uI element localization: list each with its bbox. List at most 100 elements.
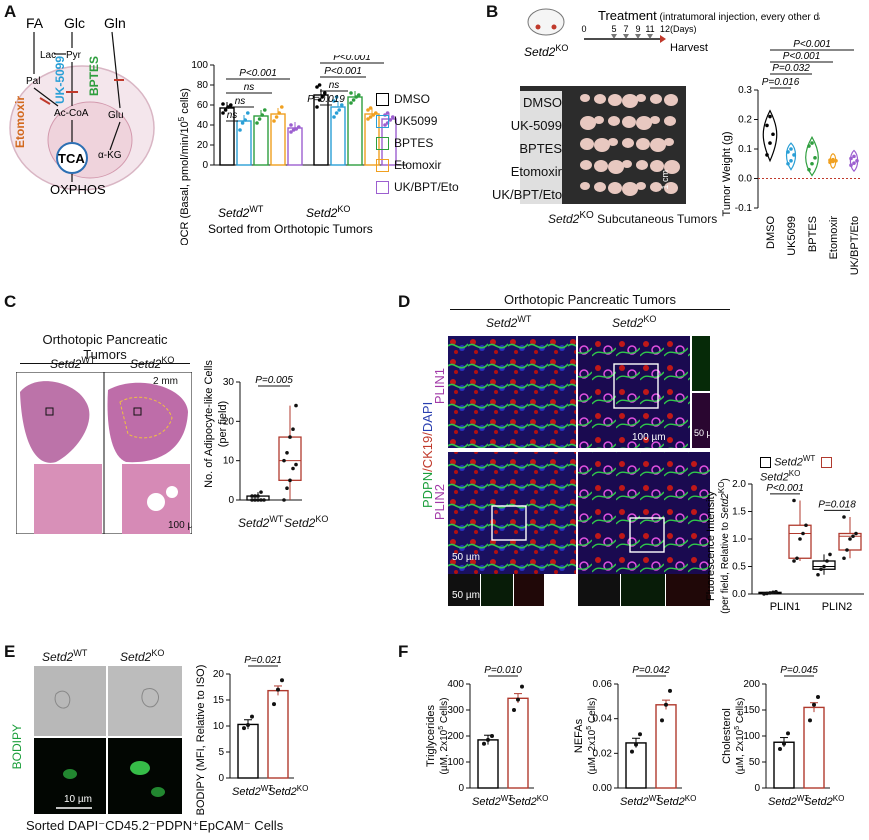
bodipy-bar [267,689,289,779]
fluor-point [842,515,846,519]
tumor-sample [636,182,646,190]
fluor-point [798,537,802,541]
bodipy-images: 10 µm [34,666,182,814]
nefas-bar [625,742,647,789]
tumor-sample [608,94,622,106]
ocr-point [221,111,225,115]
fluor-point [842,556,846,561]
ocr-point [280,105,284,109]
violin-shape [829,153,837,169]
bodipy-ytick-label: 0 [218,773,224,784]
tumor-sample [664,94,678,106]
violin-category: UK/BPT/Eto [849,216,861,275]
metabolite-lac: Lac [40,50,56,61]
ocr-point [388,118,392,122]
tumor-sample [580,182,590,190]
adipo-point [256,498,260,502]
ocr-point [274,115,279,119]
tumor-weight-violin-chart: Tumor Weight (g) -0.1 0.0 0.1 0.2 0.3 DMSO UK5… [721,39,861,275]
d-scale-100um: 100 µm [632,432,666,443]
nefas-ytick-label: 0.04 [593,714,613,725]
cholesterol-point [812,702,816,707]
adipo-point [288,435,292,439]
cholesterol-pvalue: P=0.045 [780,665,818,676]
panel-label-c: C [4,292,17,311]
ocr-point [374,111,378,115]
timeline-day: 12(Days) [660,24,697,34]
fluor-ytick-label: 0.0 [732,589,746,600]
e-scale-10um: 10 µm [64,794,92,805]
nefas-ytick-label: 0.00 [593,783,613,794]
timeline-day: 9 [635,24,640,34]
legend-label: DMSO [394,92,430,106]
nefas-point [664,702,668,707]
bodipy-ytick-label: 20 [213,669,225,680]
ocr-pvalue: P<0.001 [239,68,277,79]
timeline-model: Setd2KO [524,43,568,59]
violin-ylabel: Tumor Weight (g) [721,132,733,217]
ocr-point [368,115,373,119]
cholesterol-bar [803,706,825,789]
nefas-point [660,718,664,723]
triglycerides-ylabel-2: (µM, 2x105 Cells) [438,698,450,775]
ocr-point [263,108,267,112]
ocr-pvalue: ns [235,96,246,107]
nefas-ytick-label: 0.02 [593,748,613,759]
triglycerides-point [520,684,524,689]
metabolite-pyr: Pyr [66,50,82,61]
ocr-point [315,85,319,89]
tumor-row-label: UK-5099 [492,114,562,137]
fluor-ylabel-2: (per field, Relative to Setd2KO) [717,478,731,614]
bodipy-xlabel: Setd2KO [268,784,308,798]
ocr-point [240,121,245,125]
cholesterol-point [782,741,786,746]
ocr-ytick-label: 0 [202,160,208,171]
tumor-sample [608,160,624,174]
he-stain-images: 100 µm [16,372,192,534]
adipo-point [256,494,260,498]
adipo-point [291,466,295,471]
fluor-point [828,552,832,557]
violin-shape [785,142,797,171]
violin-pvalue: P<0.001 [793,39,831,50]
ocr-ylabel: OCR (Basal, pmol/min/105 cells) [177,88,191,245]
nefas-point [638,732,642,737]
cholesterol-bar [773,741,795,789]
cholesterol-ytick-label: 0 [754,783,760,794]
e-group-ko: Setd2KO [120,648,165,664]
violin-point [792,153,796,157]
timeline-day: 7 [623,24,628,34]
c-group-ko: Setd2KO [130,355,175,371]
metabolite-gln: Gln [104,15,126,31]
violin-point [852,154,856,159]
ocr-group-ko-label: Setd2KO [306,204,350,220]
fluor-category: PLIN2 [822,601,853,613]
tumor-sample [622,94,638,108]
triglycerides-ytick-label: 400 [447,679,464,690]
adipo-point [282,458,286,463]
photo-caption: Setd2KO Subcutaneous Tumors [548,210,718,226]
adipo-point [291,427,295,431]
triglycerides-point [486,737,490,742]
cholesterol-xlabel: Setd2WT [768,794,809,808]
adipo-ytick-label: 30 [223,377,235,388]
tumor-sample [636,94,646,102]
fluor-point [854,531,858,536]
ocr-pvalue: ns [227,110,238,121]
fluor-box [838,532,862,551]
cholesterol-ytick-label: 100 [743,731,760,742]
nefas-point [634,742,638,747]
fluor-point [816,572,820,577]
ocr-point [332,99,336,103]
legend-swatch [376,93,389,107]
d-group-ko: Setd2KO [612,314,657,330]
adipo-point [262,498,266,502]
ocr-pvalue: P=0.019 [307,94,345,105]
tumor-sample [608,182,622,194]
violin-point [789,147,793,151]
bodipy-bar [237,723,259,779]
triglycerides-point [516,697,520,702]
violin-ytick-label: 0.2 [738,115,752,126]
fluor-ylabel-1: Fluorescence Intensity [705,490,717,601]
fluor-ytick-label: 2.0 [732,479,746,490]
